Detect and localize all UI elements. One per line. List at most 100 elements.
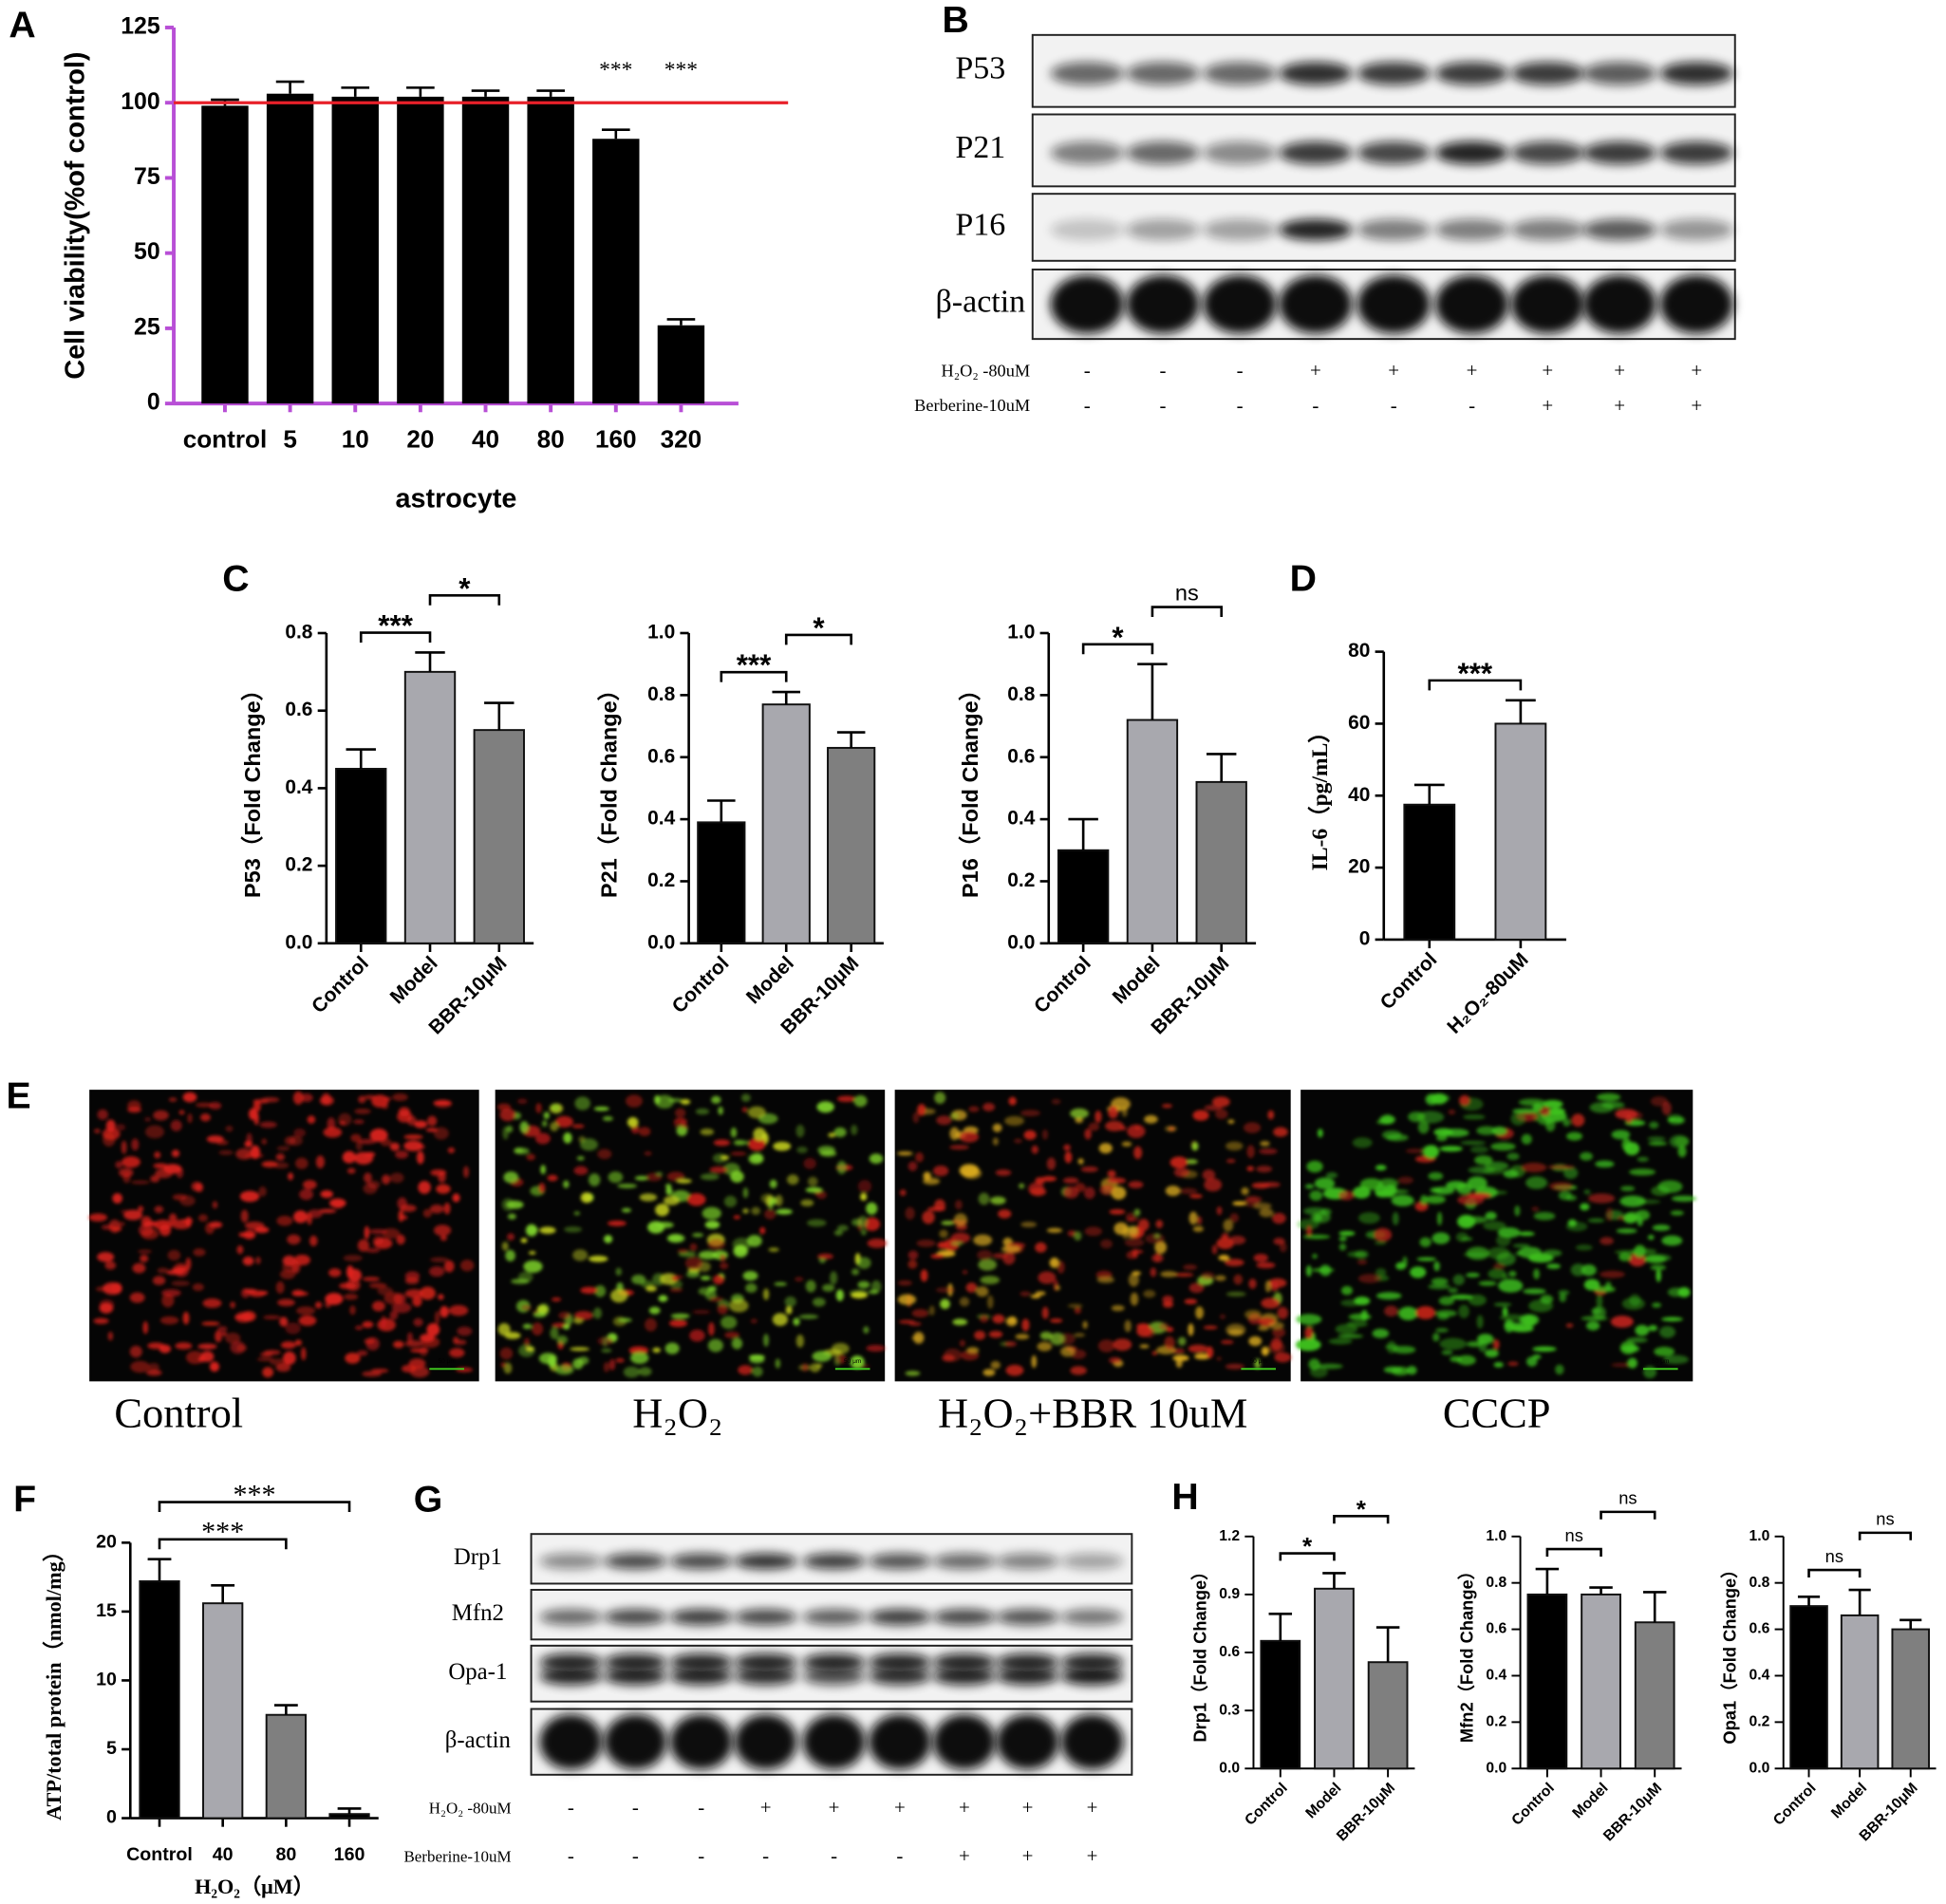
error-bar [1899,1618,1922,1630]
treatment-sign: - [896,1844,903,1867]
cell [1188,1323,1194,1336]
error-bar [1797,1596,1821,1607]
cell [785,1305,793,1315]
treatment-sign: + [1614,394,1625,417]
cell [1619,1195,1646,1207]
cell [1256,1166,1273,1173]
cell [1525,1176,1548,1189]
y-tick-label: 0.6 [1750,1621,1770,1637]
cell [762,1288,770,1300]
cell [1575,1244,1593,1251]
cell [1261,1346,1269,1356]
cell [668,1319,688,1328]
blot-band [1050,274,1124,334]
cell [389,1310,399,1320]
cell [908,1161,918,1171]
cell [1139,1344,1150,1349]
x-tick-label: 40 [213,1844,234,1865]
cell [1450,1294,1474,1300]
y-tick-label: 0.8 [1486,1575,1506,1591]
cell [1077,1158,1084,1165]
bar [1891,1628,1931,1770]
cell [263,1315,281,1320]
cell [358,1095,366,1104]
cell [594,1285,607,1297]
cell [201,1321,220,1326]
cell [1570,1263,1586,1277]
cell [395,1150,409,1159]
cell [857,1215,869,1229]
x-tick-label: BBR-10μM [1600,1780,1665,1844]
cell [212,1201,218,1209]
cell [1162,1301,1174,1308]
cell [230,1341,246,1354]
bar [827,746,876,944]
cell [1354,1297,1371,1306]
cell [358,1138,377,1145]
cell [192,1283,204,1292]
cell [1262,1182,1281,1187]
cell [1109,1208,1126,1215]
y-tick-label: 20 [96,1532,117,1553]
cell [626,1094,643,1108]
error-bar [406,86,435,97]
cell [1435,1328,1449,1333]
cell [1204,1105,1223,1111]
cell [255,1257,261,1265]
treatment-sign: - [831,1844,837,1867]
cell [538,1183,546,1194]
treatment-sign: + [1310,359,1321,382]
cell [1338,1334,1364,1339]
cell [740,1093,751,1102]
cell [1375,1268,1387,1277]
cell [507,1213,516,1220]
cell [209,1222,223,1228]
treatment-sign: - [568,1844,574,1867]
treatment-label: H₂O₂ -80uM [942,362,1031,381]
cell [570,1347,590,1352]
cell [1375,1165,1387,1171]
cell [992,1123,1002,1132]
cell [1232,1201,1247,1206]
treatment-sign: + [1542,359,1553,382]
cell [284,1136,296,1146]
cell [409,1348,429,1353]
cell [368,1282,387,1289]
significance-bracket [1151,606,1224,618]
cell [760,1193,775,1204]
treatment-sign: - [1084,394,1091,417]
cell [647,1221,665,1234]
blot-band [932,1553,996,1570]
cell [1215,1109,1228,1119]
cell [869,1153,884,1165]
cell [349,1305,356,1316]
cell [1355,1250,1369,1260]
cell [551,1103,560,1112]
cell [413,1317,423,1327]
blot-band [868,1609,931,1626]
cell [1008,1316,1017,1323]
bar [1260,1639,1301,1770]
cell [588,1173,601,1186]
cell [752,1366,763,1377]
cell [1346,1320,1368,1328]
cell [1195,1306,1205,1319]
cell [182,1092,197,1103]
cell [1188,1282,1205,1294]
cell [1338,1236,1347,1241]
cell [1074,1333,1086,1337]
cell [942,1354,955,1362]
y-tick-label: 0.8 [1750,1575,1770,1591]
blot-band [802,1609,866,1626]
blot-band [669,1609,733,1626]
cell [720,1262,729,1270]
scale-bar-label: 50 μm [844,1358,861,1365]
panel-letter: D [1290,557,1317,599]
cell [131,1138,140,1151]
cell [1457,1214,1476,1229]
blot-band [1279,140,1353,165]
blot-band [1510,140,1584,165]
cell [1317,1129,1323,1138]
blot-band [539,1714,603,1770]
